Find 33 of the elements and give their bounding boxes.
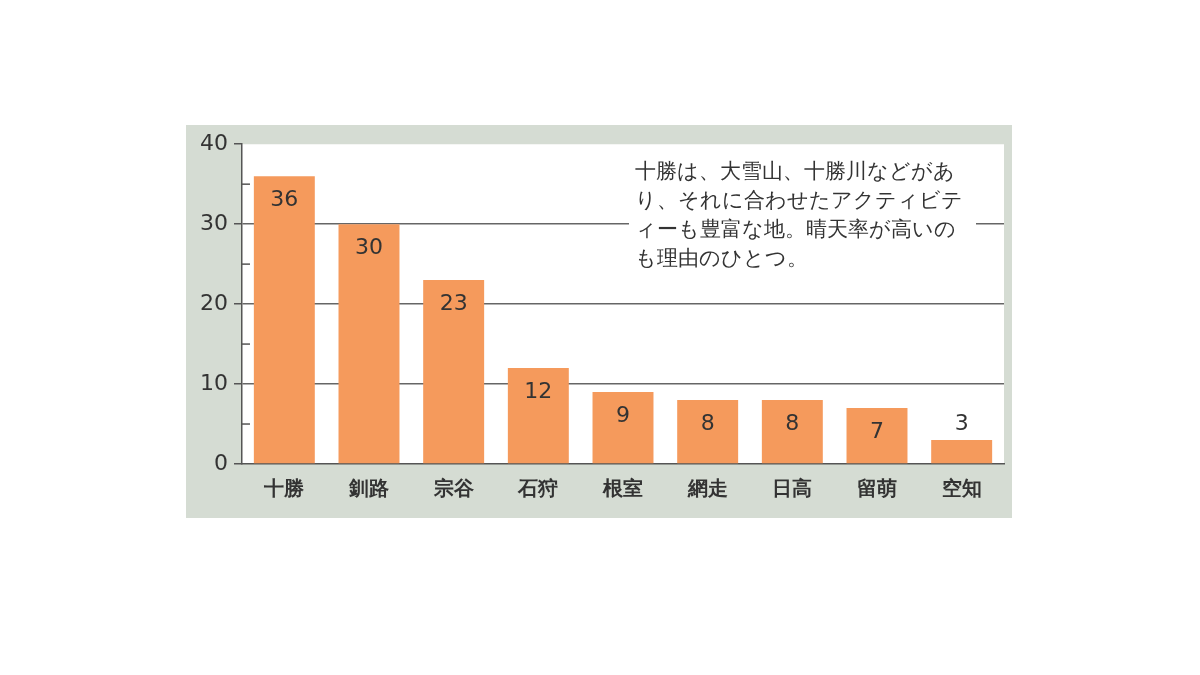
data-label: 3 [954,409,969,435]
data-label: 12 [524,377,553,403]
data-label: 30 [355,233,383,259]
bar [592,392,654,464]
y-tick-label: 20 [199,289,228,315]
data-label: 36 [270,185,299,211]
data-label: 23 [439,289,468,315]
x-tick-label: 石狩 [517,476,559,501]
annotation: 十勝は、大雪山、十勝川などがあり、それに合わせたアクティビティーも豊富な地。晴天率が高いのも理由のひとつ。 [635,159,963,270]
bar [507,368,569,464]
x-tick-label: 留萌 [857,476,897,501]
data-label: 8 [785,409,800,435]
bar [761,400,823,464]
data-label: 9 [616,401,630,427]
bar [253,176,315,464]
y-tick-label: 40 [199,129,228,155]
x-tick-label: 宗谷 [432,476,475,501]
y-tick-label: 30 [199,209,228,235]
data-label: 8 [700,409,715,435]
data-label: 7 [870,417,884,443]
y-tick-label: 10 [199,369,228,395]
bar [338,224,400,464]
x-tick-label: 根室 [602,476,643,501]
x-tick-label: 釧路 [348,476,389,501]
bar [931,440,993,464]
bar [677,400,739,464]
x-tick-label: 網走 [686,476,728,501]
bar [423,280,485,464]
x-tick-label: 十勝 [263,476,305,501]
y-tick-label: 0 [213,449,228,475]
x-tick-label: 空知 [941,476,982,501]
bar [846,408,908,464]
x-tick-label: 日高 [772,476,813,501]
